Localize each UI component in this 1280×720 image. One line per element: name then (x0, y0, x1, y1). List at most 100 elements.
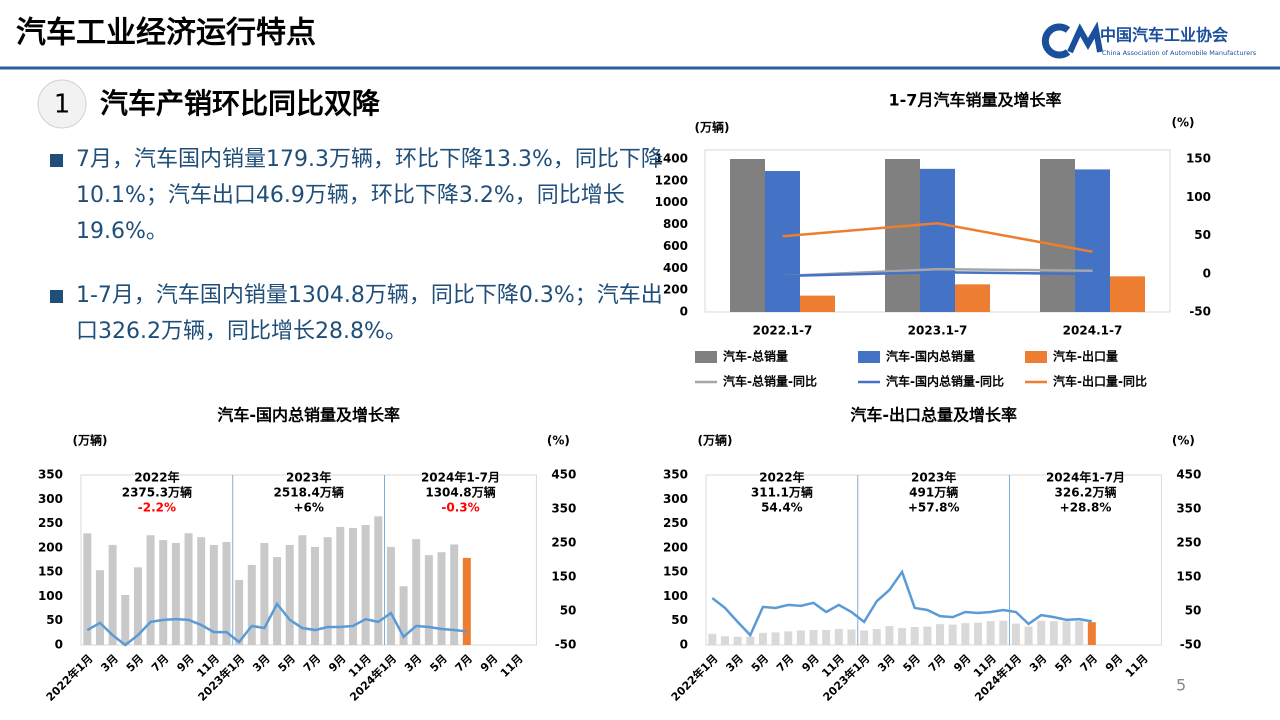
annotation: 1304.8万辆 (425, 485, 495, 500)
y2-tick-label: 350 (1176, 502, 1201, 516)
y-tick-label: 250 (663, 516, 688, 530)
annotation: 311.1万辆 (751, 485, 813, 500)
bar (796, 630, 805, 645)
bar (948, 624, 957, 645)
y-axis-unit: (万辆) (73, 433, 108, 448)
x-tick-label: 11月 (498, 652, 526, 680)
y-tick-label: 600 (663, 239, 688, 253)
bar (1075, 621, 1084, 645)
bar (910, 627, 919, 645)
annotation: 491万辆 (909, 485, 958, 500)
bar (209, 544, 218, 645)
bar (348, 527, 357, 645)
legend-label: 汽车-出口量 (1053, 349, 1118, 364)
bar (1062, 621, 1071, 645)
logo (1041, 21, 1103, 59)
x-tick-label: 5月 (124, 652, 146, 674)
logo-mark (1041, 23, 1071, 59)
bar (235, 579, 244, 645)
bar (95, 570, 104, 645)
y2-axis-unit: (%) (1172, 434, 1195, 448)
y-tick-label: 0 (680, 638, 688, 652)
y-tick-label: 150 (38, 565, 63, 579)
x-tick-label: 2023.1-7 (908, 324, 968, 338)
bar (462, 557, 471, 645)
bar (133, 567, 142, 645)
y2-tick-label: 0 (1203, 266, 1211, 280)
bar (146, 535, 155, 645)
annotation: +57.8% (908, 501, 960, 515)
bar (898, 628, 907, 645)
bar (986, 621, 995, 645)
y-tick-label: 150 (663, 565, 688, 579)
bar (809, 629, 818, 645)
logo-name: 中国汽车工业协会 (1100, 26, 1228, 45)
bar (1011, 623, 1020, 645)
y2-tick-label: 50 (560, 604, 577, 618)
x-tick-label: 5月 (1052, 652, 1074, 674)
bar (399, 586, 408, 645)
y2-tick-label: 250 (1176, 536, 1201, 550)
section-badge (37, 79, 87, 129)
bar (708, 633, 717, 645)
y2-tick-label: 100 (1186, 190, 1211, 204)
plot-frame (705, 474, 1162, 646)
y2-tick-label: 150 (551, 570, 576, 584)
y-tick-label: 350 (38, 468, 63, 482)
bar (222, 542, 231, 645)
legend-label: 汽车-总销量-同比 (723, 374, 817, 389)
x-tick-label: 3月 (723, 652, 745, 674)
x-tick-label: 11月 (1123, 652, 1151, 680)
annotation: 54.4% (761, 501, 803, 515)
bar (730, 159, 765, 312)
bar (361, 525, 370, 645)
legend-swatch (695, 351, 717, 363)
bar (1075, 169, 1110, 312)
line-series (782, 222, 1093, 253)
bar (1040, 159, 1075, 312)
y-tick-label: 200 (663, 283, 688, 297)
chart-title: 1-7月汽车销量及增长率 (889, 91, 1062, 110)
legend-label: 汽车-国内总销量 (886, 349, 975, 364)
x-tick-label: 2024.1-7 (1063, 324, 1123, 338)
y-tick-label: 50 (671, 613, 688, 627)
y2-tick-label: 350 (551, 502, 576, 516)
bar (973, 622, 982, 645)
annotation: 2022年 (134, 470, 179, 485)
legend-label: 汽车-国内总销量-同比 (886, 374, 1004, 389)
bar (847, 629, 856, 645)
x-tick-label: 7月 (301, 652, 323, 674)
x-tick-label: 7月 (453, 652, 475, 674)
bar (955, 284, 990, 312)
bar (720, 636, 729, 645)
plot-frame (80, 474, 537, 646)
y2-tick-label: 150 (1176, 570, 1201, 584)
bar (437, 552, 446, 645)
y-tick-label: 200 (663, 540, 688, 554)
y-tick-label: 250 (38, 516, 63, 530)
annotation: 2518.4万辆 (274, 485, 344, 500)
chart-title: 汽车-国内总销量及增长率 (217, 406, 400, 425)
bar (197, 537, 206, 645)
annotation: -2.2% (138, 501, 176, 515)
annotation: 2023年 (911, 470, 956, 485)
y2-tick-label: -50 (1189, 305, 1211, 319)
page-number: 5 (1176, 676, 1186, 695)
x-tick-label: 3月 (875, 652, 897, 674)
x-tick-label: 7月 (1078, 652, 1100, 674)
y-tick-label: 1400 (655, 152, 688, 166)
bar (285, 544, 294, 645)
bar (936, 624, 945, 645)
y-tick-label: 350 (663, 468, 688, 482)
bar (1024, 626, 1033, 645)
bar (1049, 621, 1058, 645)
bar (260, 543, 269, 645)
y-tick-label: 400 (663, 261, 688, 275)
x-tick-label: 2022.1-7 (753, 324, 813, 338)
section-title: 汽车产销环比同比双降 (100, 87, 381, 120)
section-number: 1 (54, 90, 71, 120)
legend-label: 汽车-总销量 (723, 349, 788, 364)
bar (746, 636, 755, 645)
bar (920, 168, 955, 312)
x-tick-label: 7月 (926, 652, 948, 674)
